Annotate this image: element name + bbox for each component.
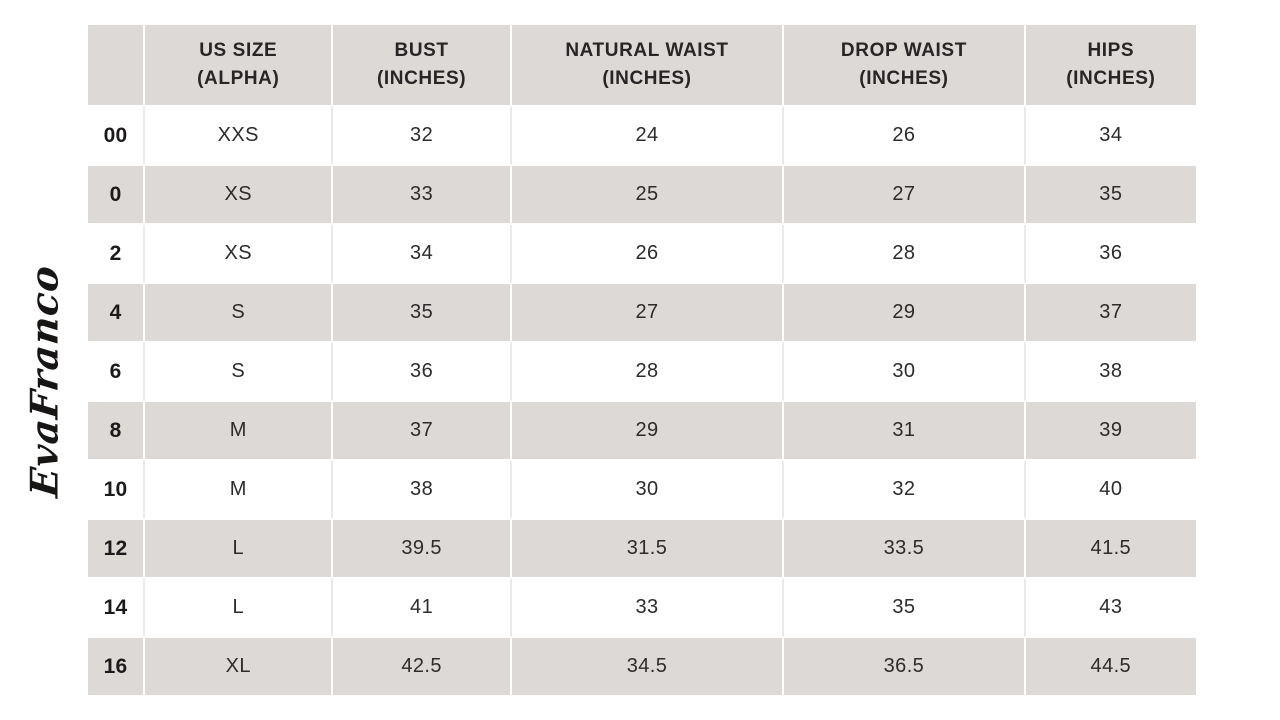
alpha-size-cell: XL: [145, 638, 332, 695]
alpha-size-cell: S: [145, 284, 332, 341]
header-line: BUST: [394, 40, 449, 62]
drop-waist-cell: 31: [784, 402, 1024, 459]
table-row: 4 S 35 27 29 37: [88, 284, 1196, 341]
bust-cell: 32: [333, 107, 510, 164]
us-size-cell: 14: [88, 579, 144, 636]
natural-waist-cell: 26: [511, 225, 783, 282]
us-size-cell: 00: [88, 107, 144, 164]
bust-cell: 35: [333, 284, 510, 341]
natural-waist-cell: 24: [511, 107, 783, 164]
header-line: (INCHES): [859, 68, 949, 89]
drop-waist-cell: 32: [784, 461, 1024, 518]
alpha-size-cell: L: [145, 520, 332, 577]
us-size-cell: 6: [88, 343, 144, 400]
hips-cell: 36: [1025, 225, 1196, 282]
header-line: NATURAL WAIST: [565, 40, 729, 62]
bust-cell: 37: [333, 402, 510, 459]
bust-cell: 42.5: [333, 638, 510, 695]
hips-cell: 34: [1025, 107, 1196, 164]
hips-cell: 41.5: [1025, 520, 1196, 577]
table-row: 10 M 38 30 32 40: [88, 461, 1196, 518]
size-chart-table: US SIZE (ALPHA) BUST (INCHES) NATURAL WA…: [86, 23, 1198, 697]
header-line: HIPS: [1087, 40, 1135, 62]
bust-cell: 36: [333, 343, 510, 400]
header-line: (ALPHA): [197, 68, 280, 89]
hips-cell: 43: [1025, 579, 1196, 636]
natural-waist-cell: 27: [511, 284, 783, 341]
brand-logo-text: EvaFranco: [21, 262, 67, 500]
table-row: 0 XS 33 25 27 35: [88, 166, 1196, 223]
natural-waist-cell: 28: [511, 343, 783, 400]
alpha-size-cell: XS: [145, 166, 332, 223]
bust-cell: 33: [333, 166, 510, 223]
drop-waist-cell: 36.5: [784, 638, 1024, 695]
header-row: US SIZE (ALPHA) BUST (INCHES) NATURAL WA…: [88, 25, 1196, 105]
table-row: 00 XXS 32 24 26 34: [88, 107, 1196, 164]
header-line: (INCHES): [602, 68, 692, 89]
alpha-size-cell: XS: [145, 225, 332, 282]
bust-cell: 39.5: [333, 520, 510, 577]
hips-cell: 39: [1025, 402, 1196, 459]
drop-waist-cell: 26: [784, 107, 1024, 164]
drop-waist-cell: 33.5: [784, 520, 1024, 577]
us-size-cell: 10: [88, 461, 144, 518]
us-size-cell: 12: [88, 520, 144, 577]
bust-cell: 41: [333, 579, 510, 636]
us-size-cell: 2: [88, 225, 144, 282]
natural-waist-cell: 33: [511, 579, 783, 636]
table-row: 16 XL 42.5 34.5 36.5 44.5: [88, 638, 1196, 695]
us-size-cell: 0: [88, 166, 144, 223]
drop-waist-cell: 28: [784, 225, 1024, 282]
natural-waist-cell: 30: [511, 461, 783, 518]
table-row: 8 M 37 29 31 39: [88, 402, 1196, 459]
natural-waist-cell: 31.5: [511, 520, 783, 577]
column-header-drop-waist: DROP WAIST (INCHES): [784, 25, 1024, 105]
header-line: (INCHES): [1066, 68, 1156, 89]
alpha-size-cell: S: [145, 343, 332, 400]
hips-cell: 37: [1025, 284, 1196, 341]
natural-waist-cell: 34.5: [511, 638, 783, 695]
table-row: 2 XS 34 26 28 36: [88, 225, 1196, 282]
us-size-cell: 16: [88, 638, 144, 695]
column-header-us-size-alpha: US SIZE (ALPHA): [145, 25, 332, 105]
hips-cell: 44.5: [1025, 638, 1196, 695]
us-size-cell: 4: [88, 284, 144, 341]
header-line: US SIZE: [199, 40, 278, 62]
bust-cell: 34: [333, 225, 510, 282]
hips-cell: 35: [1025, 166, 1196, 223]
drop-waist-cell: 35: [784, 579, 1024, 636]
corner-header-cell: [88, 25, 144, 105]
table-row: 14 L 41 33 35 43: [88, 579, 1196, 636]
header-line: (INCHES): [376, 68, 467, 89]
column-header-hips: HIPS (INCHES): [1025, 25, 1196, 105]
column-header-bust: BUST (INCHES): [333, 25, 510, 105]
hips-cell: 38: [1025, 343, 1196, 400]
table-row: 6 S 36 28 30 38: [88, 343, 1196, 400]
column-header-natural-waist: NATURAL WAIST (INCHES): [511, 25, 783, 105]
bust-cell: 38: [333, 461, 510, 518]
natural-waist-cell: 25: [511, 166, 783, 223]
alpha-size-cell: XXS: [145, 107, 332, 164]
drop-waist-cell: 29: [784, 284, 1024, 341]
drop-waist-cell: 27: [784, 166, 1024, 223]
alpha-size-cell: M: [145, 461, 332, 518]
natural-waist-cell: 29: [511, 402, 783, 459]
us-size-cell: 8: [88, 402, 144, 459]
drop-waist-cell: 30: [784, 343, 1024, 400]
table-row: 12 L 39.5 31.5 33.5 41.5: [88, 520, 1196, 577]
header-line: DROP WAIST: [840, 40, 967, 62]
hips-cell: 40: [1025, 461, 1196, 518]
alpha-size-cell: L: [145, 579, 332, 636]
alpha-size-cell: M: [145, 402, 332, 459]
